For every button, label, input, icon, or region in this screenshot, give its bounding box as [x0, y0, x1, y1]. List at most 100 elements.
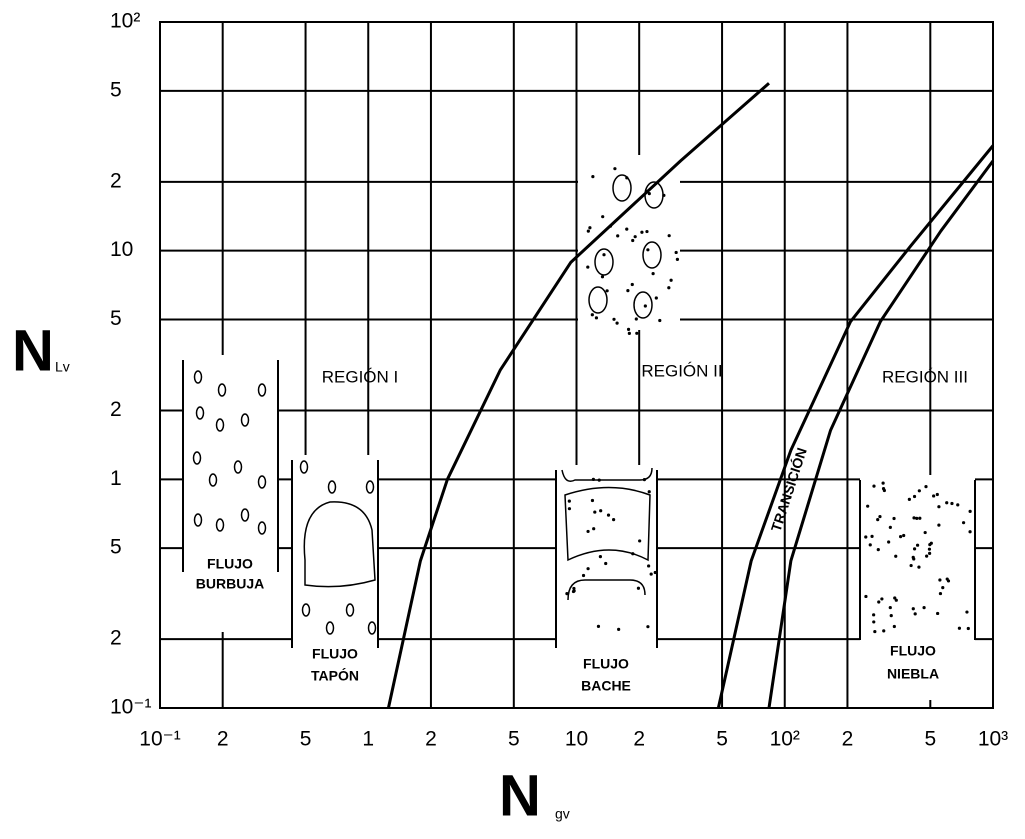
x-tick-label: 10³	[978, 728, 1008, 751]
mist-dot	[605, 289, 609, 293]
mist-dot	[625, 176, 629, 180]
bubble	[325, 621, 335, 635]
illustration-box	[556, 465, 657, 708]
droplet	[612, 174, 632, 202]
curve	[386, 82, 770, 709]
y-tick-label: 2	[110, 627, 122, 650]
x-tick-label: 2	[633, 728, 645, 751]
mist-dot	[596, 624, 601, 628]
mist-dot	[929, 541, 933, 545]
y-tick-label: 1	[110, 467, 122, 490]
regime-label: BACHE	[581, 678, 631, 694]
mist-dot	[631, 238, 635, 243]
mist-dot	[613, 167, 617, 171]
mist-dot	[640, 230, 644, 234]
y-axis-label: N	[12, 318, 54, 383]
mist-dot	[868, 543, 872, 547]
bubble	[192, 451, 202, 465]
mist-dot	[876, 548, 880, 552]
bubble	[208, 473, 218, 487]
y-tick-label: 5	[110, 78, 122, 101]
droplet	[588, 286, 608, 314]
y-tick-label: 10⁻¹	[110, 696, 151, 719]
x-axis-label: N	[499, 763, 541, 828]
regime-label: BURBUJA	[196, 576, 264, 592]
mist-dot	[674, 250, 678, 255]
mist-dot	[594, 316, 599, 320]
bubble	[345, 603, 355, 617]
mist-dot	[941, 586, 945, 590]
mist-dot	[612, 317, 616, 321]
mist-dot	[950, 501, 954, 506]
mist-dot	[633, 235, 637, 239]
mist-dot	[654, 296, 658, 300]
regime-label: TAPÓN	[311, 667, 359, 684]
mist-dot	[938, 578, 942, 582]
mist-dot	[956, 503, 960, 507]
mist-dot	[625, 227, 629, 231]
mist-dot	[591, 175, 595, 179]
y-axis-label-sub: Lv	[55, 359, 70, 375]
bubble	[215, 418, 225, 432]
mist-dot	[873, 629, 877, 634]
mist-dot	[591, 477, 595, 482]
curve	[716, 144, 995, 709]
mist-dot	[902, 533, 906, 538]
mist-dot	[597, 478, 601, 482]
x-tick-label: 10	[565, 728, 588, 751]
mist-dot	[968, 509, 972, 513]
bubble	[215, 518, 225, 532]
mist-dot	[616, 234, 620, 238]
mist-dot	[872, 613, 876, 617]
bubble	[240, 508, 250, 522]
mist-dot	[631, 552, 635, 556]
mist-dot	[647, 564, 651, 568]
mist-dot	[643, 304, 647, 308]
mist-dot	[937, 505, 941, 509]
mist-dot	[626, 327, 631, 332]
mist-dot	[937, 523, 941, 527]
mist-dot	[647, 490, 651, 494]
mist-dot	[893, 596, 897, 600]
mist-dot	[913, 612, 917, 616]
mist-dot	[630, 282, 634, 287]
mist-dot	[892, 624, 896, 629]
mist-dot	[915, 516, 919, 521]
mist-dot	[590, 313, 594, 317]
mist-dot	[918, 516, 922, 520]
mist-dot	[647, 192, 651, 196]
mist-dot	[917, 489, 921, 493]
mist-dot	[617, 627, 621, 631]
mist-dot	[887, 540, 891, 544]
mist-dot	[649, 572, 653, 576]
mist-dot	[892, 516, 896, 521]
y-tick-label: 5	[110, 307, 122, 330]
bubble	[193, 513, 203, 527]
mist-dot	[662, 193, 666, 197]
region-label: REGIÓN II	[641, 361, 722, 380]
mist-dot	[651, 272, 655, 276]
x-tick-label: 5	[508, 728, 520, 751]
mist-dot	[612, 518, 616, 522]
slug-bottom	[567, 579, 646, 601]
plot-frame	[159, 21, 994, 709]
mist-dot	[626, 289, 630, 293]
mist-dot	[667, 286, 671, 290]
mist-dot	[888, 525, 892, 530]
bubble	[365, 480, 375, 494]
regime-label: NIEBLA	[887, 666, 939, 682]
mist-dot	[881, 481, 885, 485]
mist-dot	[645, 229, 649, 234]
mist-dot	[881, 487, 886, 491]
regime-label: FLUJO	[890, 643, 936, 659]
mist-dot	[634, 317, 638, 321]
mist-dot	[567, 507, 572, 511]
y-tick-label: 2	[110, 398, 122, 421]
slug-top	[561, 467, 653, 482]
mist-dot	[909, 563, 913, 568]
mist-dot	[880, 597, 884, 601]
mist-dot	[593, 510, 597, 514]
mist-dot	[864, 594, 868, 599]
bubble	[193, 370, 203, 384]
